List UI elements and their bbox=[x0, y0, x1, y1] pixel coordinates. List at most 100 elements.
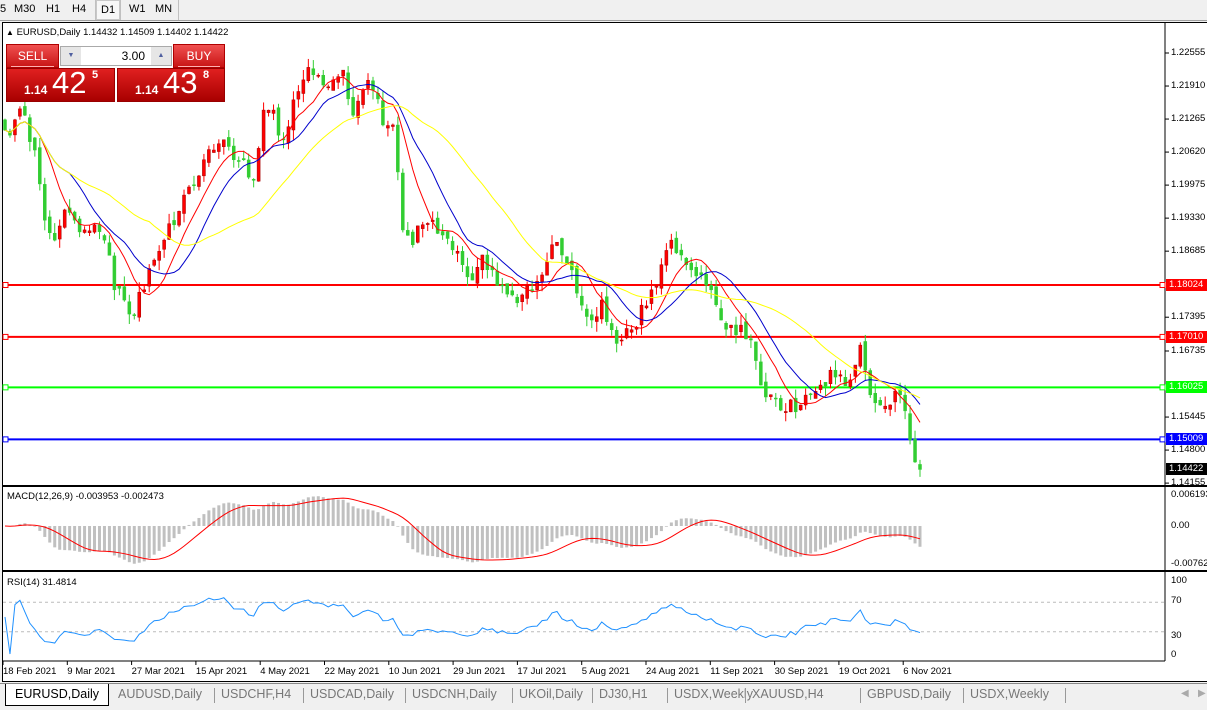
macd-histogram-bar bbox=[863, 526, 867, 532]
candle-body bbox=[406, 230, 410, 236]
chart-tab[interactable]: AUDUSD,Daily bbox=[118, 687, 203, 701]
chart-tab[interactable]: XAUUSD,H4 bbox=[752, 687, 824, 701]
candle-body bbox=[162, 239, 166, 250]
tf-m5[interactable]: 5 bbox=[0, 3, 7, 15]
timeframe-toolbar: 5 M30 H1 H4 D1 W1 MN bbox=[0, 0, 1207, 21]
increase-lot-icon[interactable]: ▲ bbox=[151, 47, 171, 65]
ma-slow-line bbox=[4, 105, 921, 399]
candle-body bbox=[823, 382, 828, 387]
chart-tab[interactable]: EURUSD,Daily bbox=[5, 684, 110, 706]
tf-h4[interactable]: H4 bbox=[72, 3, 87, 15]
candle-body bbox=[28, 117, 32, 142]
buy-button[interactable]: BUY bbox=[173, 44, 225, 68]
candle-body bbox=[52, 233, 57, 241]
macd-histogram-bar bbox=[461, 526, 464, 561]
macd-histogram-bar bbox=[212, 507, 216, 526]
candle-body bbox=[818, 384, 823, 390]
candle-body bbox=[813, 391, 818, 399]
date-tick-label: 18 Feb 2021 bbox=[3, 666, 57, 677]
date-tick-label: 17 Jul 2021 bbox=[517, 666, 567, 677]
candle-body bbox=[420, 224, 425, 229]
candle-body bbox=[530, 289, 534, 291]
collapse-triangle-icon[interactable]: ▲ bbox=[6, 28, 14, 37]
level-handle bbox=[2, 436, 9, 443]
chart-tab[interactable]: USDX,Weekly bbox=[674, 687, 753, 701]
candle-body bbox=[515, 296, 519, 304]
lot-size-stepper[interactable]: ▼ 3.00 ▲ bbox=[60, 46, 172, 66]
candle-body bbox=[843, 377, 848, 386]
macd-histogram-bar bbox=[38, 526, 42, 531]
candle-body bbox=[177, 211, 181, 226]
macd-histogram-bar bbox=[267, 503, 271, 526]
candle-body bbox=[33, 137, 37, 151]
lot-size-value[interactable]: 3.00 bbox=[121, 49, 145, 63]
candle-body bbox=[391, 124, 395, 127]
tf-mn[interactable]: MN bbox=[155, 3, 173, 15]
price-tick-label: 1.15445 bbox=[1171, 411, 1206, 423]
macd-histogram-bar bbox=[152, 526, 156, 555]
tab-scroll-right-icon[interactable]: ▶ bbox=[1198, 688, 1206, 699]
macd-axis-zero: 0.00 bbox=[1171, 520, 1190, 531]
macd-histogram-bar bbox=[207, 510, 211, 526]
macd-histogram-bar bbox=[371, 510, 375, 526]
candle-body bbox=[629, 329, 634, 333]
candle-body bbox=[147, 268, 151, 287]
candle-body bbox=[674, 237, 679, 254]
candle-body bbox=[351, 97, 355, 116]
candle-body bbox=[401, 172, 405, 231]
chart-tab[interactable]: USDCHF,H4 bbox=[221, 687, 292, 701]
tf-m30[interactable]: M30 bbox=[14, 3, 36, 15]
candle-body bbox=[883, 405, 887, 410]
chart-tab[interactable]: GBPUSD,Daily bbox=[867, 687, 952, 701]
candle-body bbox=[157, 251, 161, 261]
candle-body bbox=[699, 272, 703, 276]
macd-histogram-bar bbox=[277, 502, 281, 526]
macd-histogram-bar bbox=[172, 526, 176, 539]
candle-body bbox=[783, 411, 788, 413]
macd-histogram-bar bbox=[366, 509, 370, 526]
chart-tab[interactable]: DJ30,H1 bbox=[599, 687, 648, 701]
chart-tab[interactable]: USDX,Weekly bbox=[970, 687, 1049, 701]
tf-d1[interactable]: D1 bbox=[96, 0, 121, 20]
macd-histogram-bar bbox=[406, 526, 410, 543]
macd-histogram-bar bbox=[764, 526, 768, 550]
candle-body bbox=[460, 251, 465, 265]
macd-histogram-bar bbox=[217, 505, 221, 526]
date-tick-label: 30 Sep 2021 bbox=[774, 666, 829, 677]
macd-histogram-bar bbox=[575, 526, 579, 537]
sell-price[interactable]: 1.14 42 5 bbox=[6, 65, 115, 102]
sell-button[interactable]: SELL bbox=[6, 44, 59, 68]
candle-body bbox=[192, 184, 196, 186]
ma-fast-line bbox=[4, 76, 921, 423]
macd-histogram-bar bbox=[684, 518, 688, 526]
macd-histogram-bar bbox=[898, 526, 902, 537]
chart-tab[interactable]: USDCNH,Daily bbox=[412, 687, 497, 701]
candle-body bbox=[774, 397, 778, 400]
chart-tab[interactable]: USDCAD,Daily bbox=[310, 687, 395, 701]
macd-histogram-bar bbox=[719, 526, 723, 528]
macd-histogram-bar bbox=[490, 526, 494, 558]
macd-histogram-bar bbox=[913, 526, 917, 544]
macd-histogram-bar bbox=[809, 526, 813, 554]
macd-histogram-bar bbox=[570, 526, 574, 535]
chart-tab[interactable]: UKOil,Daily bbox=[519, 687, 583, 701]
decrease-lot-icon[interactable]: ▼ bbox=[61, 47, 81, 65]
tab-scroll-left-icon[interactable]: ◀ bbox=[1181, 688, 1189, 699]
macd-histogram-bar bbox=[291, 503, 295, 526]
macd-histogram-bar bbox=[505, 526, 509, 558]
candle-body bbox=[595, 316, 599, 322]
candle-body bbox=[23, 106, 27, 116]
candle-body bbox=[271, 109, 276, 114]
candle-body bbox=[316, 75, 321, 77]
candle-body bbox=[719, 308, 723, 321]
candle-body bbox=[425, 223, 430, 225]
candle-body bbox=[187, 186, 191, 194]
tf-h1[interactable]: H1 bbox=[46, 3, 61, 15]
buy-price[interactable]: 1.14 43 8 bbox=[117, 65, 225, 102]
macd-histogram-bar bbox=[709, 522, 713, 526]
candle-body bbox=[43, 184, 47, 221]
macd-histogram-bar bbox=[824, 526, 828, 548]
tf-w1[interactable]: W1 bbox=[129, 3, 146, 15]
price-tick-label: 1.16735 bbox=[1171, 345, 1206, 356]
